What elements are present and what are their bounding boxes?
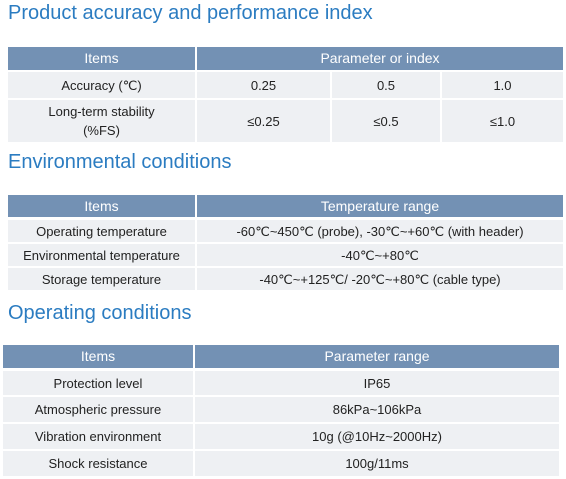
- header-cell: Items: [3, 345, 193, 368]
- table-cell: ≤0.25: [197, 100, 330, 142]
- table-cell: ≤1.0: [442, 100, 563, 142]
- section-title: Product accuracy and performance index: [8, 2, 373, 24]
- table-cell: IP65: [195, 371, 559, 395]
- header-cell: Items: [8, 195, 195, 217]
- table-cell: 100g/11ms: [195, 451, 559, 476]
- header-cell: Temperature range: [197, 195, 563, 217]
- table-cell: ≤0.5: [332, 100, 440, 142]
- header-cell: Parameter range: [195, 345, 559, 368]
- table-cell: Storage temperature: [8, 268, 195, 290]
- table-cell: Long-term stability (%FS): [8, 100, 195, 142]
- header-cell: Parameter or index: [197, 47, 563, 70]
- table-cell: Accuracy (℃): [8, 72, 195, 98]
- table-cell: 0.5: [332, 72, 440, 98]
- table-cell: Environmental temperature: [8, 244, 195, 266]
- table-cell: Operating temperature: [8, 220, 195, 242]
- table-cell: Shock resistance: [3, 451, 193, 476]
- table-cell: -40℃~+125℃/ -20℃~+80℃ (cable type): [197, 268, 563, 290]
- table-cell: 10g (@10Hz~2000Hz): [195, 424, 559, 449]
- table-cell: -40℃~+80℃: [197, 244, 563, 266]
- table-cell: 0.25: [197, 72, 330, 98]
- header-cell: Items: [8, 47, 195, 70]
- table-cell: 86kPa~106kPa: [195, 397, 559, 422]
- table-cell: Protection level: [3, 371, 193, 395]
- table-cell: 1.0: [442, 72, 563, 98]
- section-title: Environmental conditions: [8, 151, 232, 173]
- table-cell: -60℃~450℃ (probe), -30℃~+60℃ (with heade…: [197, 220, 563, 242]
- section-title: Operating conditions: [8, 302, 192, 324]
- table-cell: Atmospheric pressure: [3, 397, 193, 422]
- table-cell: Vibration environment: [3, 424, 193, 449]
